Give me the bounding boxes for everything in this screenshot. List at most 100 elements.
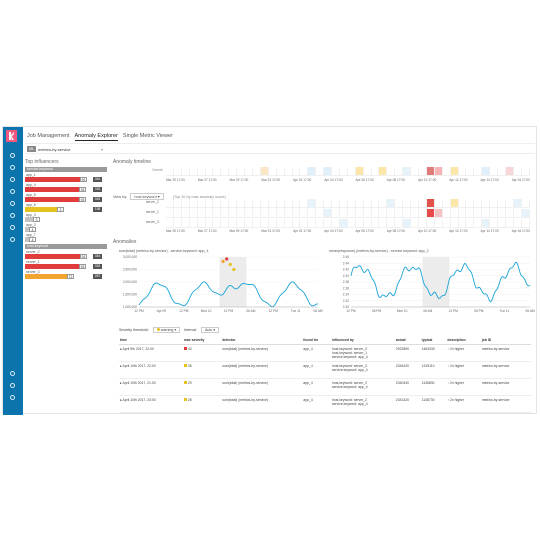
- swimlane-cell[interactable]: [498, 209, 506, 218]
- swimlane-cell[interactable]: [332, 167, 340, 176]
- job-selector[interactable]: metrics-by-service: [38, 147, 71, 152]
- swimlane-cell[interactable]: [300, 167, 309, 176]
- swimlane-cell[interactable]: [442, 167, 451, 176]
- swimlane-cell[interactable]: [482, 167, 491, 176]
- swimlane-cell[interactable]: [205, 199, 214, 208]
- influencer-name[interactable]: server_3: [26, 270, 40, 274]
- swimlane-cell[interactable]: [276, 209, 285, 218]
- influencer-row[interactable]: server_2 93 344: [25, 250, 107, 260]
- swimlane-cell[interactable]: [403, 219, 412, 228]
- swimlane-cell[interactable]: [395, 167, 404, 176]
- swimlane-cell[interactable]: [498, 167, 506, 176]
- swimlane-cell[interactable]: [268, 167, 277, 176]
- swimlane-cell[interactable]: [229, 209, 238, 218]
- swimlane-cell[interactable]: [332, 209, 340, 218]
- swimlane-cell[interactable]: [205, 219, 214, 228]
- swimlane-cell[interactable]: [395, 199, 404, 208]
- swimlane-cell[interactable]: [371, 209, 380, 218]
- swimlane-cell[interactable]: [387, 167, 396, 176]
- influencer-name[interactable]: app_5: [26, 193, 36, 197]
- swimlane-cell[interactable]: [419, 167, 427, 176]
- swimlane-cell[interactable]: [474, 219, 483, 228]
- swimlane-cell[interactable]: [434, 209, 443, 218]
- swimlane-cell[interactable]: [371, 219, 380, 228]
- swimlane-cell[interactable]: [513, 209, 522, 218]
- swimlane-cell[interactable]: [197, 209, 206, 218]
- swimlane-cell[interactable]: [268, 199, 277, 208]
- column-header[interactable]: detector: [221, 336, 303, 345]
- swimlane-cell[interactable]: [316, 219, 325, 228]
- swimlane-cell[interactable]: [355, 219, 364, 228]
- swimlane-cell[interactable]: [268, 209, 277, 218]
- swimlane-cell[interactable]: [284, 167, 293, 176]
- swimlane-cell[interactable]: [339, 167, 348, 176]
- swimlane-cell[interactable]: [260, 209, 269, 218]
- monitoring-icon[interactable]: [10, 237, 15, 242]
- swimlane-cell[interactable]: [490, 219, 499, 228]
- swimlane-cell[interactable]: [419, 209, 427, 218]
- dev-tools-icon[interactable]: [10, 225, 15, 230]
- swimlane-cell[interactable]: [166, 167, 174, 176]
- influencer-swimlane[interactable]: server_1: [146, 209, 530, 218]
- swimlane-cell[interactable]: [292, 209, 301, 218]
- swimlane-cell[interactable]: [339, 209, 348, 218]
- logout-icon[interactable]: [10, 383, 15, 388]
- column-header[interactable]: typical: [420, 336, 447, 345]
- swimlane-cell[interactable]: [221, 209, 230, 218]
- view-by-select[interactable]: host.keyword ▾: [130, 193, 164, 200]
- swimlane-cell[interactable]: [166, 209, 174, 218]
- swimlane-cell[interactable]: [245, 167, 253, 176]
- swimlane-cell[interactable]: [387, 199, 396, 208]
- influencer-row[interactable]: app_2 4: [25, 223, 107, 233]
- swimlane-cell[interactable]: [284, 209, 293, 218]
- swimlane-cell[interactable]: [505, 199, 514, 208]
- swimlane-cell[interactable]: [245, 209, 253, 218]
- severity-threshold-select[interactable]: warning ▾: [152, 327, 181, 333]
- swimlane-cell[interactable]: [490, 209, 499, 218]
- swimlane-cell[interactable]: [419, 199, 427, 208]
- swimlane-cell[interactable]: [521, 167, 530, 176]
- swimlane-cell[interactable]: [213, 209, 222, 218]
- swimlane-cell[interactable]: [505, 167, 514, 176]
- swimlane-cell[interactable]: [474, 209, 483, 218]
- influencer-name[interactable]: app_2: [26, 223, 36, 227]
- swimlane-cell[interactable]: [292, 219, 301, 228]
- swimlane-cell[interactable]: [355, 167, 364, 176]
- swimlane-cell[interactable]: [466, 209, 475, 218]
- influencer-row[interactable]: server_1 93 332: [25, 260, 107, 270]
- swimlane-cell[interactable]: [181, 199, 190, 208]
- metric-chart-app-4[interactable]: 3,000,000 2,500,000 2,000,000 1,500,000 1,00…: [113, 253, 323, 321]
- swimlane-cell[interactable]: [474, 167, 483, 176]
- swimlane-cell[interactable]: [498, 219, 506, 228]
- influencer-row[interactable]: app_3 3: [25, 213, 107, 223]
- cell-time[interactable]: ▸ April 10th 2017, 22:00: [119, 361, 183, 379]
- chevron-down-icon[interactable]: ▾: [101, 147, 104, 152]
- swimlane-cell[interactable]: [324, 199, 333, 208]
- swimlane-cell[interactable]: [316, 167, 325, 176]
- column-header[interactable]: influenced by: [330, 336, 395, 345]
- swimlane-cell[interactable]: [229, 199, 238, 208]
- swimlane-cell[interactable]: [411, 219, 419, 228]
- swimlane-cell[interactable]: [260, 167, 269, 176]
- swimlane-cell[interactable]: [284, 219, 293, 228]
- table-row[interactable]: ▸ April 10th 2017, 23:00 28 sum(total) (me…: [119, 395, 531, 413]
- swimlane-cell[interactable]: [466, 167, 475, 176]
- table-row[interactable]: ▸ April 10th 2017, 21:00 29 sum(total) (me…: [119, 378, 531, 396]
- swimlane-cell[interactable]: [490, 199, 499, 208]
- swimlane-cell[interactable]: [505, 219, 514, 228]
- swimlane-cell[interactable]: [324, 167, 333, 176]
- swimlane-cell[interactable]: [442, 219, 451, 228]
- swimlane-cell[interactable]: [276, 199, 285, 208]
- swimlane-cell[interactable]: [450, 167, 459, 176]
- swimlane-cell[interactable]: [339, 219, 348, 228]
- influencer-entry[interactable]: host.keyword: server_2: [331, 364, 368, 368]
- swimlane-cell[interactable]: [347, 219, 356, 228]
- swimlane-cell[interactable]: [482, 209, 491, 218]
- dashboard-icon[interactable]: [10, 177, 15, 182]
- influencer-row[interactable]: app_7 4: [25, 233, 107, 243]
- swimlane-cell[interactable]: [189, 219, 198, 228]
- swimlane-cell[interactable]: [197, 219, 206, 228]
- swimlane-cell[interactable]: [426, 199, 435, 208]
- swimlane-cell[interactable]: [521, 219, 530, 228]
